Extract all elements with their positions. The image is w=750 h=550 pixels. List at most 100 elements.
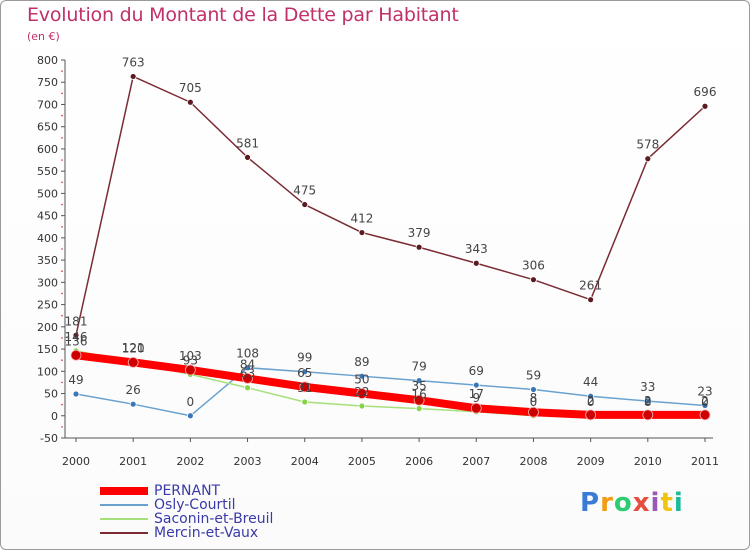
data-label: 120 <box>122 341 145 355</box>
data-point <box>530 386 537 393</box>
x-tick-label: 2006 <box>405 455 433 468</box>
legend-item: PERNANT <box>100 483 273 499</box>
y-minor-tick <box>61 292 63 295</box>
data-label: 9 <box>472 391 480 405</box>
logo-letter: o <box>613 488 633 518</box>
y-minor-tick <box>61 114 63 117</box>
x-tick-label: 2003 <box>234 455 262 468</box>
data-point <box>472 381 480 389</box>
y-tick-label: 200 <box>37 321 58 334</box>
y-tick-label: 800 <box>37 54 58 67</box>
data-point <box>72 331 80 339</box>
data-point <box>415 243 423 251</box>
data-label: 696 <box>694 85 717 99</box>
data-label: 16 <box>411 388 426 402</box>
data-point <box>701 102 709 110</box>
data-label: 22 <box>354 385 369 399</box>
y-minor-tick <box>61 426 63 428</box>
proxiti-logo: Proxiti <box>580 488 684 518</box>
data-point <box>472 259 480 267</box>
data-label: 103 <box>179 349 202 363</box>
logo-letter: P <box>580 488 601 518</box>
y-tick-label: 0 <box>51 410 58 423</box>
data-label: 578 <box>636 138 659 152</box>
y-tick-label: 550 <box>37 165 58 178</box>
data-point <box>127 356 139 368</box>
data-label: 59 <box>526 369 541 383</box>
data-label: 65 <box>297 366 312 380</box>
data-label: 49 <box>68 373 83 387</box>
data-label: 261 <box>579 279 602 293</box>
logo-letter: t <box>660 488 674 518</box>
x-tick-label: 2002 <box>176 455 204 468</box>
data-point <box>72 390 80 398</box>
data-label: 181 <box>65 314 88 328</box>
data-label: 379 <box>408 226 431 240</box>
x-tick-label: 2000 <box>62 455 90 468</box>
data-label: 705 <box>179 81 202 95</box>
data-point <box>528 406 539 418</box>
logo-letter: i <box>673 488 684 518</box>
y-tick-label: 100 <box>37 365 58 378</box>
x-tick-label: 2009 <box>577 455 605 468</box>
y-minor-tick <box>61 181 63 184</box>
data-point <box>699 409 711 421</box>
y-minor-tick <box>61 314 63 317</box>
data-label: 581 <box>236 136 259 150</box>
legend-swatch <box>100 532 148 534</box>
data-point <box>184 364 196 376</box>
chart-subtitle: (en €) <box>27 30 60 43</box>
data-point <box>244 364 251 372</box>
series-line-2 <box>75 350 705 417</box>
data-label: 2 <box>701 394 709 408</box>
y-tick-label: 500 <box>37 187 58 200</box>
y-tick-label: -50 <box>40 432 58 445</box>
data-point <box>129 400 137 408</box>
data-label: 89 <box>354 355 369 369</box>
data-point <box>358 229 366 236</box>
data-label: 763 <box>122 55 145 69</box>
y-tick-label: 150 <box>37 343 58 356</box>
y-minor-tick <box>61 337 63 339</box>
data-label: 2 <box>644 394 652 408</box>
legend-label: Saconin-et-Breuil <box>154 511 274 527</box>
data-label: 50 <box>354 373 369 387</box>
data-point <box>587 392 595 400</box>
data-point <box>642 409 654 421</box>
y-tick-label: 650 <box>37 121 58 134</box>
y-tick-label: 450 <box>37 210 58 223</box>
data-point <box>415 405 423 413</box>
data-label: 35 <box>411 379 426 393</box>
data-point <box>413 394 425 406</box>
data-label: 23 <box>697 385 712 399</box>
data-label: 0 <box>644 395 652 409</box>
data-label: 0 <box>187 395 195 409</box>
data-point <box>242 373 253 384</box>
y-minor-tick <box>61 381 63 384</box>
data-label: 306 <box>522 259 545 273</box>
logo-letter: r <box>600 488 614 518</box>
data-point <box>644 155 652 163</box>
data-label: 63 <box>240 367 255 381</box>
data-label: 343 <box>465 242 488 256</box>
series-line-3 <box>75 75 706 336</box>
data-label: 0 <box>530 395 538 409</box>
legend-item: Saconin-et-Breuil <box>100 511 274 527</box>
data-label: 84 <box>240 357 255 371</box>
chart-title: Evolution du Montant de la Dette par Hab… <box>27 4 459 26</box>
data-label: 99 <box>297 351 312 365</box>
data-point <box>358 372 366 380</box>
data-point <box>301 201 309 208</box>
data-label: 108 <box>236 347 259 361</box>
data-point <box>585 409 597 421</box>
data-label: 69 <box>469 364 484 378</box>
legend-label: Mercin-et-Vaux <box>154 525 259 541</box>
y-minor-tick <box>61 403 63 406</box>
x-tick-label: 2001 <box>119 455 147 468</box>
data-label: 26 <box>126 383 141 397</box>
legend-item: Osly-Courtil <box>100 497 273 513</box>
data-point <box>244 153 251 161</box>
y-minor-tick <box>61 159 63 161</box>
legend-swatch <box>100 518 148 520</box>
logo-letter: x <box>632 488 651 518</box>
